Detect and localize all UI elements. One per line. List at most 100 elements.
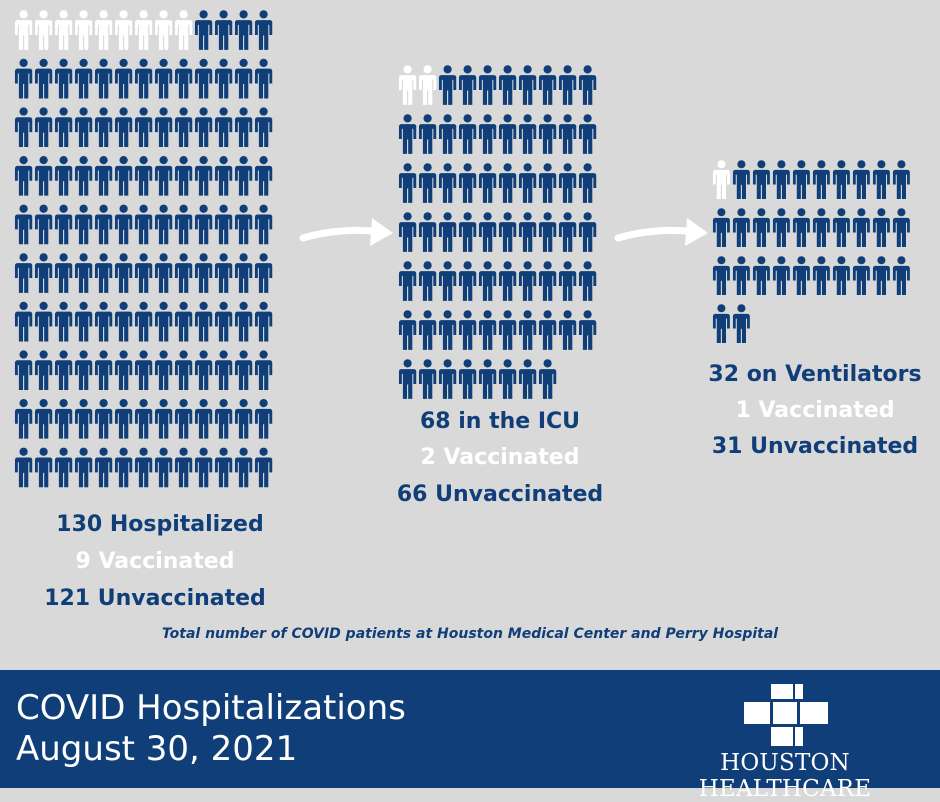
unvaccinated-person-icon	[792, 160, 810, 200]
unvaccinated-person-icon	[134, 301, 153, 342]
unvaccinated-person-icon	[214, 58, 233, 99]
banner-title: COVID Hospitalizations August 30, 2021	[16, 688, 406, 770]
arrow-icon	[299, 218, 393, 246]
unvaccinated-person-icon	[812, 256, 830, 296]
unvaccinated-person-icon	[538, 310, 557, 350]
unvaccinated-person-icon	[54, 155, 73, 196]
unvaccinated-person-icon	[74, 155, 93, 196]
unvaccinated-person-icon	[792, 256, 810, 296]
unvaccinated-person-icon	[134, 398, 153, 439]
unvaccinated-person-icon	[114, 398, 133, 439]
unvaccinated-person-icon	[234, 301, 253, 342]
unvaccinated-person-icon	[74, 253, 93, 293]
unvaccinated-person-icon	[94, 398, 113, 439]
unvaccinated-person-icon	[398, 261, 417, 301]
unvaccinated-person-icon	[174, 301, 193, 342]
unvaccinated-person-icon	[558, 261, 577, 301]
unvaccinated-person-icon	[114, 301, 133, 342]
footer-banner: COVID Hospitalizations August 30, 2021 H…	[0, 670, 940, 802]
unvaccinated-person-icon	[154, 398, 173, 439]
unvaccinated-person-icon	[194, 398, 213, 439]
unvaccinated-person-icon	[458, 212, 477, 252]
unvaccinated-person-icon	[114, 58, 133, 99]
unvaccinated-person-icon	[14, 204, 33, 245]
unvaccinated-person-icon	[74, 107, 93, 148]
unvaccinated-person-icon	[94, 301, 113, 342]
unvaccinated-person-icon	[398, 212, 417, 252]
hospitalized-person-icons	[14, 10, 273, 488]
unvaccinated-person-icon	[214, 155, 233, 196]
unvaccinated-person-icon	[254, 447, 273, 488]
unvaccinated-person-icon	[518, 114, 537, 154]
unvaccinated-person-icon	[154, 301, 173, 342]
unvaccinated-person-icon	[234, 155, 253, 196]
unvaccinated-person-icon	[498, 212, 517, 252]
hospitalized-unvaccinated: 121 Unvaccinated	[44, 586, 266, 611]
unvaccinated-person-icon	[772, 256, 790, 296]
unvaccinated-person-icon	[134, 350, 153, 391]
unvaccinated-person-icon	[418, 163, 437, 203]
unvaccinated-person-icon	[14, 447, 33, 488]
unvaccinated-person-icon	[174, 350, 193, 391]
ventilators-vaccinated: 1 Vaccinated	[735, 398, 895, 423]
unvaccinated-person-icon	[254, 204, 273, 245]
unvaccinated-person-icon	[154, 253, 173, 293]
unvaccinated-person-icon	[234, 10, 253, 50]
unvaccinated-person-icon	[398, 114, 417, 154]
unvaccinated-person-icon	[114, 350, 133, 391]
unvaccinated-person-icon	[478, 65, 497, 105]
unvaccinated-person-icon	[458, 261, 477, 301]
unvaccinated-person-icon	[14, 398, 33, 439]
unvaccinated-person-icon	[832, 208, 850, 248]
unvaccinated-person-icon	[14, 107, 33, 148]
unvaccinated-person-icon	[558, 65, 577, 105]
unvaccinated-person-icon	[154, 204, 173, 245]
unvaccinated-person-icon	[852, 160, 870, 200]
icu-unvaccinated: 66 Unvaccinated	[396, 482, 604, 507]
unvaccinated-person-icon	[254, 10, 273, 50]
arrow-icon	[614, 218, 708, 246]
unvaccinated-person-icon	[558, 163, 577, 203]
unvaccinated-person-icon	[194, 301, 213, 342]
unvaccinated-person-icon	[54, 204, 73, 245]
unvaccinated-person-icon	[214, 447, 233, 488]
unvaccinated-person-icon	[74, 398, 93, 439]
unvaccinated-person-icon	[712, 304, 730, 344]
unvaccinated-person-icon	[174, 155, 193, 196]
unvaccinated-person-icon	[478, 212, 497, 252]
unvaccinated-person-icon	[154, 107, 173, 148]
unvaccinated-person-icon	[74, 301, 93, 342]
unvaccinated-person-icon	[578, 163, 597, 203]
unvaccinated-person-icon	[498, 261, 517, 301]
unvaccinated-person-icon	[712, 256, 730, 296]
unvaccinated-person-icon	[538, 163, 557, 203]
vaccinated-person-icon	[134, 10, 153, 50]
unvaccinated-person-icon	[14, 350, 33, 391]
unvaccinated-person-icon	[254, 58, 273, 99]
vaccinated-person-icon	[54, 10, 73, 50]
unvaccinated-person-icon	[418, 261, 437, 301]
unvaccinated-person-icon	[538, 65, 557, 105]
unvaccinated-person-icon	[418, 310, 437, 350]
unvaccinated-person-icon	[478, 163, 497, 203]
unvaccinated-person-icon	[174, 204, 193, 245]
unvaccinated-person-icon	[114, 253, 133, 293]
unvaccinated-person-icon	[34, 204, 53, 245]
unvaccinated-person-icon	[174, 253, 193, 293]
unvaccinated-person-icon	[114, 447, 133, 488]
unvaccinated-person-icon	[458, 310, 477, 350]
unvaccinated-person-icon	[114, 155, 133, 196]
unvaccinated-person-icon	[134, 107, 153, 148]
unvaccinated-person-icon	[14, 155, 33, 196]
unvaccinated-person-icon	[34, 253, 53, 293]
unvaccinated-person-icon	[174, 58, 193, 99]
unvaccinated-person-icon	[538, 114, 557, 154]
unvaccinated-person-icon	[852, 208, 870, 248]
unvaccinated-person-icon	[54, 447, 73, 488]
unvaccinated-person-icon	[194, 204, 213, 245]
unvaccinated-person-icon	[34, 350, 53, 391]
unvaccinated-person-icon	[174, 398, 193, 439]
unvaccinated-person-icon	[174, 107, 193, 148]
unvaccinated-person-icon	[832, 160, 850, 200]
